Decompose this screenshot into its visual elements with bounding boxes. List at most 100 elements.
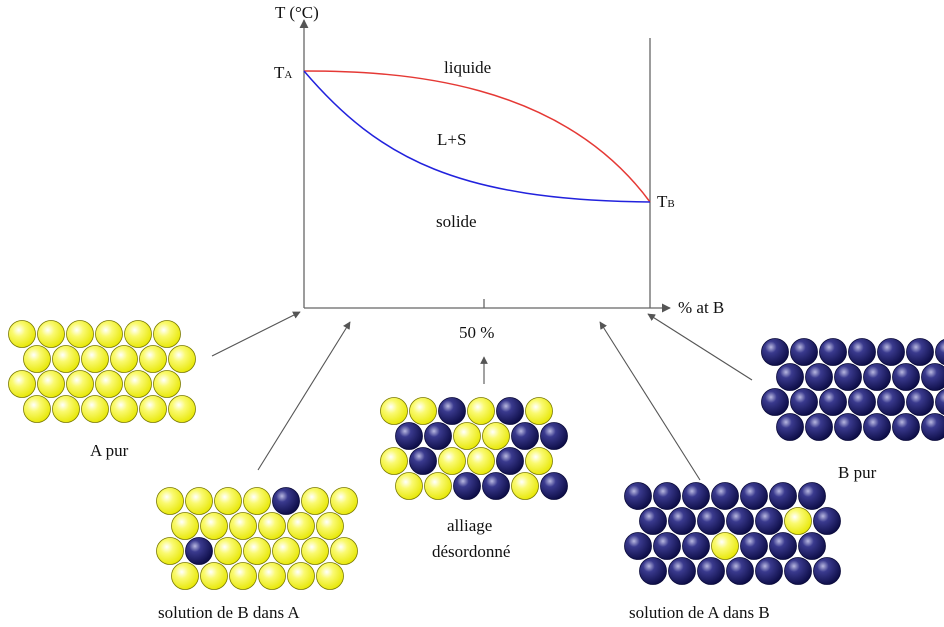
tb-label-sub: B — [667, 198, 674, 210]
atom-a — [438, 447, 466, 475]
atom-b — [711, 482, 739, 510]
atom-a — [153, 320, 181, 348]
atom-a — [301, 537, 329, 565]
atom-a — [8, 370, 36, 398]
atom-b — [639, 557, 667, 585]
atom-a — [214, 537, 242, 565]
arrow-solution-a-in-b — [599, 321, 701, 481]
atom-a — [81, 395, 109, 423]
atom-b — [819, 338, 847, 366]
atom-a — [214, 487, 242, 515]
atom-a — [124, 320, 152, 348]
x-axis-label: % at B — [678, 298, 724, 317]
atom-a — [139, 395, 167, 423]
atom-a — [229, 562, 257, 590]
atom-b — [784, 557, 812, 585]
atom-a — [467, 447, 495, 475]
atom-a — [52, 345, 80, 373]
atom-a — [95, 370, 123, 398]
region-two-phase-label: L+S — [437, 130, 466, 149]
atom-b — [540, 422, 568, 450]
atom-a — [316, 562, 344, 590]
atom-a — [511, 472, 539, 500]
atom-b — [511, 422, 539, 450]
atom-a — [171, 512, 199, 540]
lattice-solution-a-in-b — [624, 482, 841, 585]
atom-b — [921, 413, 944, 441]
atom-b — [740, 532, 768, 560]
atom-b — [805, 363, 833, 391]
atom-b — [790, 338, 818, 366]
atom-a — [258, 512, 286, 540]
ta-label: TA — [274, 63, 292, 82]
atom-b — [185, 537, 213, 565]
atom-a — [185, 487, 213, 515]
atom-b — [639, 507, 667, 535]
atom-a — [23, 395, 51, 423]
tb-label: TB — [657, 192, 675, 211]
atom-a — [229, 512, 257, 540]
atom-a — [243, 537, 271, 565]
region-liquid-label: liquide — [444, 58, 491, 77]
atom-b — [540, 472, 568, 500]
atom-a — [110, 345, 138, 373]
atom-a — [272, 537, 300, 565]
atom-b — [921, 363, 944, 391]
caption-solution-a-in-b: solution de A dans B — [629, 603, 770, 622]
atom-a — [23, 345, 51, 373]
atom-b — [496, 397, 524, 425]
atom-b — [776, 363, 804, 391]
atom-a — [168, 345, 196, 373]
caption-pure-b: B pur — [838, 463, 877, 482]
atom-a — [330, 487, 358, 515]
atom-a — [95, 320, 123, 348]
atom-b — [769, 482, 797, 510]
atom-a — [171, 562, 199, 590]
atom-a — [156, 487, 184, 515]
ta-label-sub: A — [284, 69, 292, 81]
atom-a — [711, 532, 739, 560]
atom-b — [819, 388, 847, 416]
lattice-pure-b — [761, 338, 944, 441]
atom-b — [813, 557, 841, 585]
atom-a — [258, 562, 286, 590]
mid-tick-label: 50 % — [459, 323, 494, 342]
atom-b — [761, 338, 789, 366]
atom-a — [467, 397, 495, 425]
atom-a — [243, 487, 271, 515]
caption-pure-a: A pur — [90, 441, 129, 460]
lattice-disordered-alloy — [380, 397, 568, 500]
caption-solution-b-in-a: solution de B dans A — [158, 603, 300, 622]
atom-a — [453, 422, 481, 450]
atom-a — [301, 487, 329, 515]
atom-b — [438, 397, 466, 425]
atom-a — [409, 397, 437, 425]
atom-b — [863, 413, 891, 441]
lattice-pure-a — [8, 320, 196, 423]
atom-b — [668, 557, 696, 585]
atom-b — [682, 482, 710, 510]
atom-b — [790, 388, 818, 416]
atom-a — [52, 395, 80, 423]
atom-b — [906, 338, 934, 366]
atom-a — [316, 512, 344, 540]
atom-b — [482, 472, 510, 500]
atom-b — [935, 339, 944, 365]
atom-b — [395, 422, 423, 450]
atom-b — [935, 389, 944, 415]
atom-a — [330, 537, 358, 565]
atom-a — [482, 422, 510, 450]
atom-b — [877, 388, 905, 416]
atom-b — [668, 507, 696, 535]
lattice-solution-b-in-a — [156, 487, 358, 590]
atom-b — [892, 363, 920, 391]
atom-a — [66, 370, 94, 398]
atom-b — [653, 482, 681, 510]
atom-a — [66, 320, 94, 348]
atom-a — [153, 370, 181, 398]
atom-b — [798, 532, 826, 560]
atom-b — [624, 482, 652, 510]
atom-b — [697, 507, 725, 535]
atom-b — [653, 532, 681, 560]
